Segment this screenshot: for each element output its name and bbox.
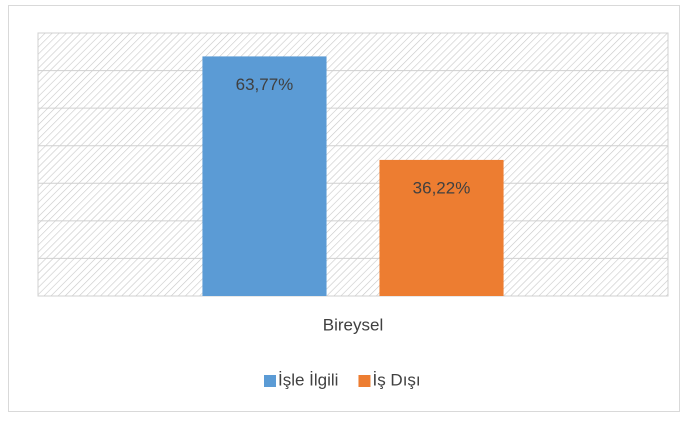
legend-label: İşle İlgili: [278, 370, 338, 389]
bar: [379, 159, 504, 296]
legend-label: İş Dışı: [372, 370, 420, 389]
legend-swatch: [264, 375, 276, 387]
bar: [202, 56, 327, 297]
data-label: 36,22%: [413, 178, 471, 197]
plot-area: [37, 32, 669, 297]
data-label: 63,77%: [236, 75, 294, 94]
x-tick-label: Bireysel: [323, 315, 383, 334]
legend-swatch: [358, 375, 371, 387]
